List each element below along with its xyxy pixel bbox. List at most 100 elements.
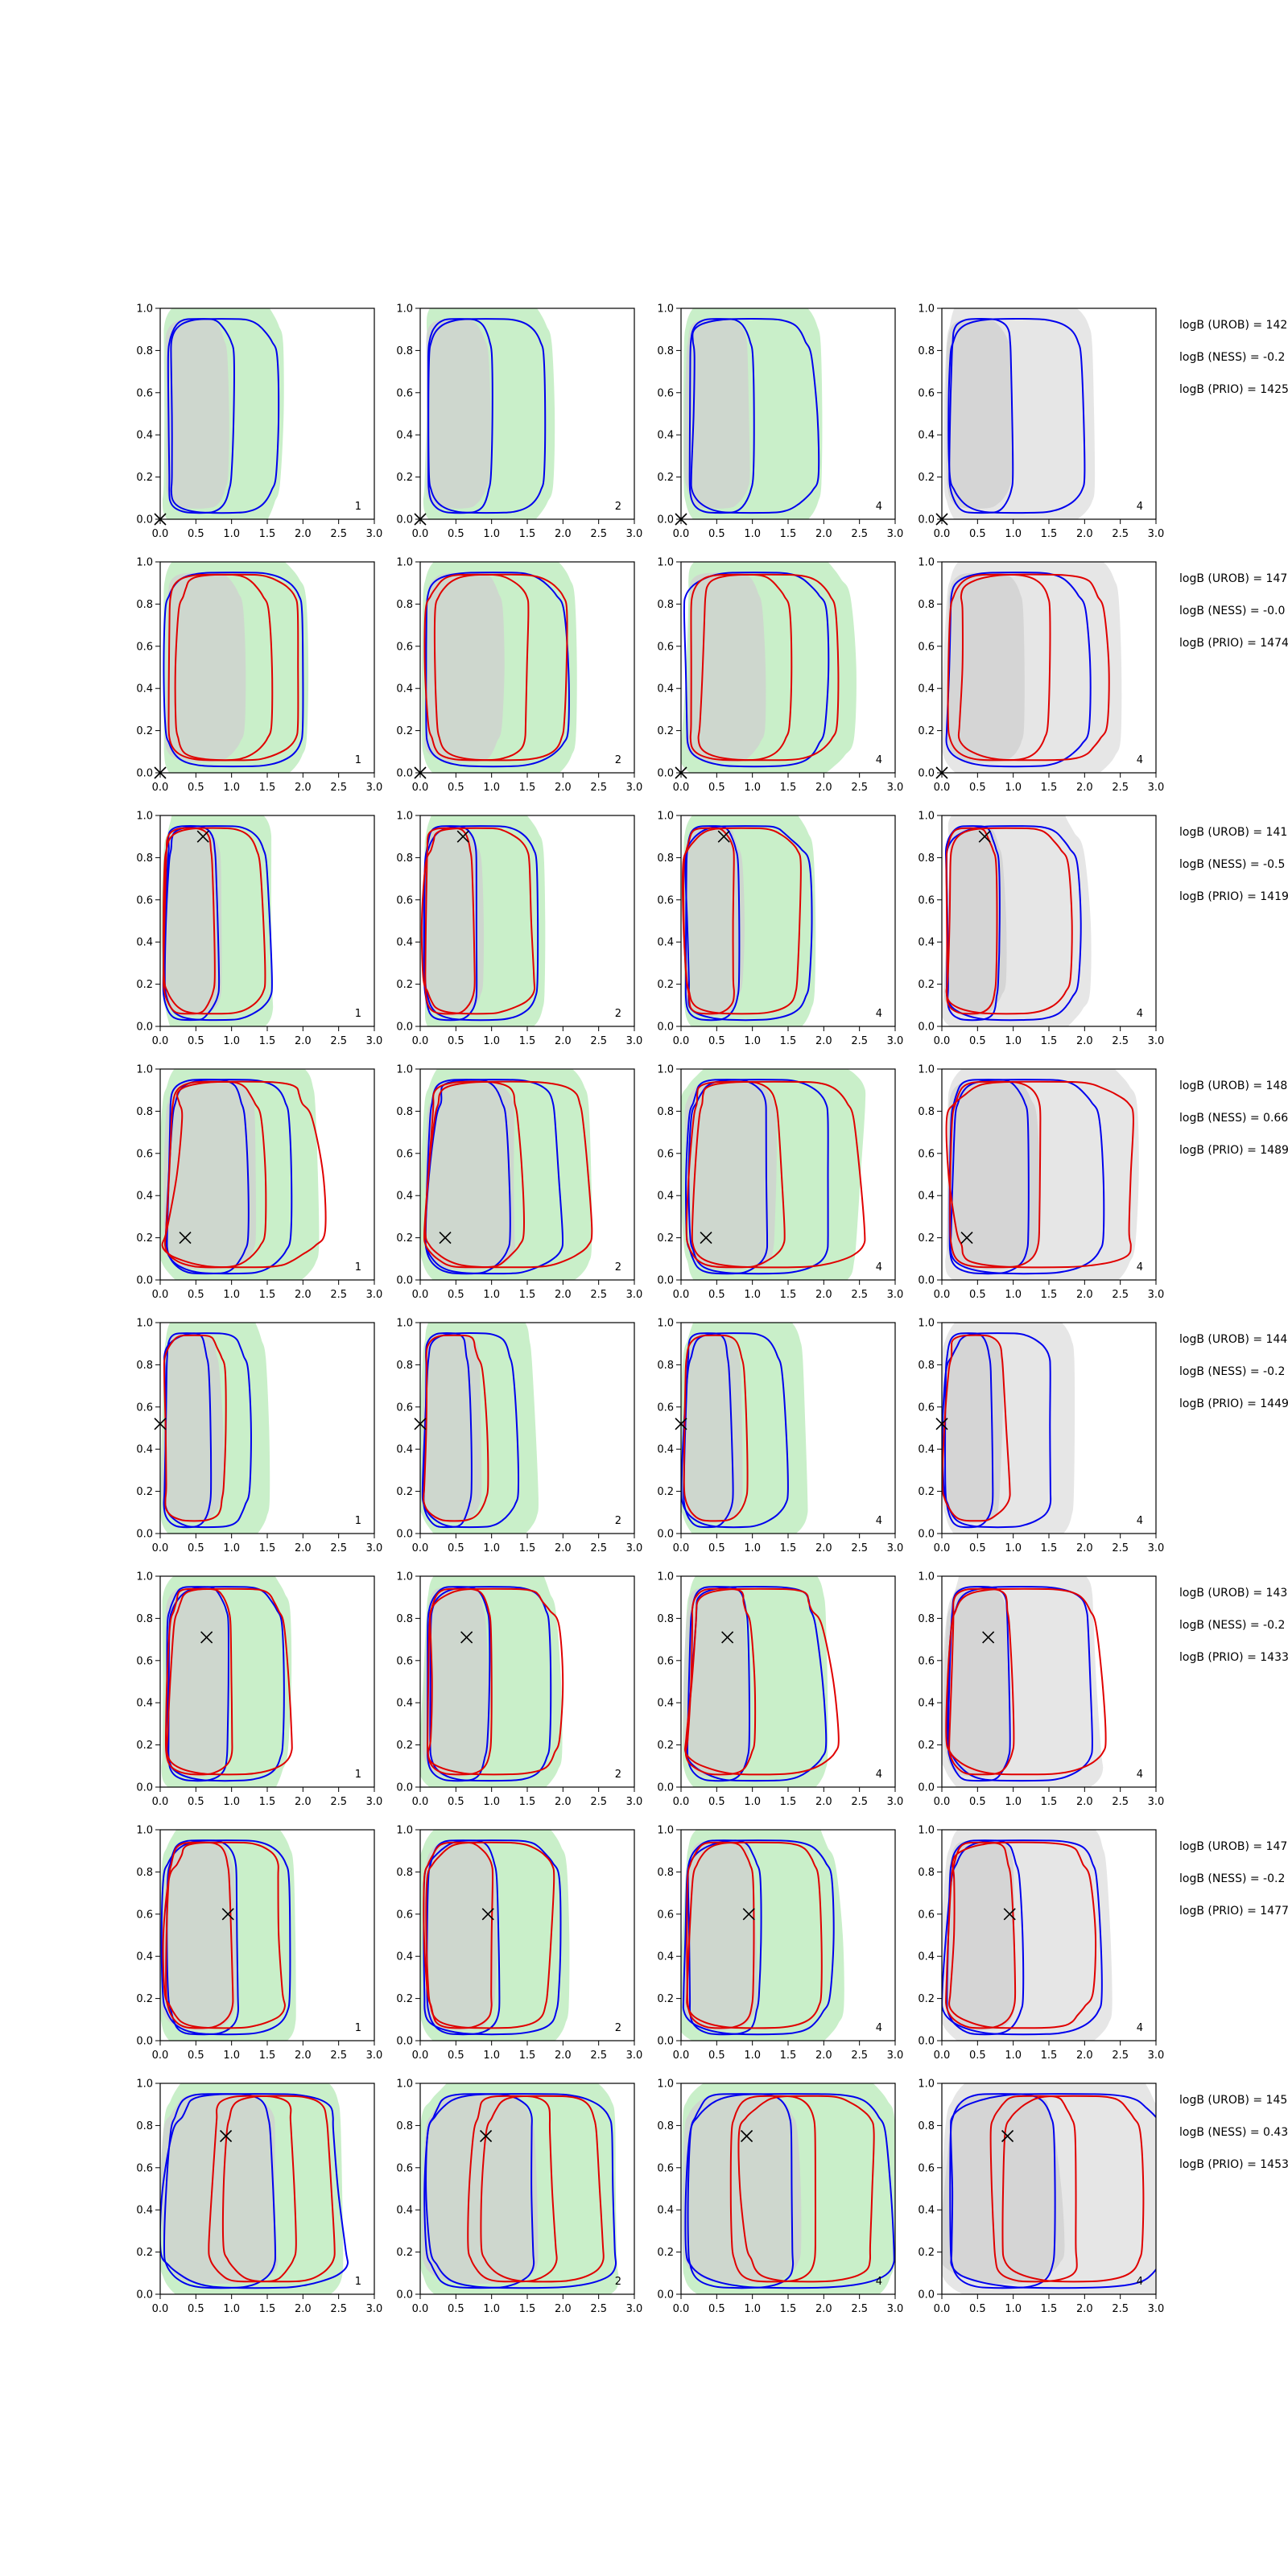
true-value-marker xyxy=(700,1232,712,1245)
x-tick-label: 3.0 xyxy=(1148,782,1165,794)
x-tick-label: 2.0 xyxy=(1076,1542,1093,1554)
red-contour xyxy=(425,1841,555,2029)
x-tick-label: 2.0 xyxy=(555,782,572,794)
y-tick-label: 0.6 xyxy=(918,1402,935,1414)
y-tick-label: 0.2 xyxy=(657,1740,674,1752)
x-tick-label: 1.0 xyxy=(744,528,761,540)
x-tick-label: 0.0 xyxy=(412,1289,429,1301)
y-tick-label: 0.6 xyxy=(657,894,674,906)
panel-label: 4 xyxy=(876,1769,882,1781)
x-tick-label: 2.0 xyxy=(1076,2303,1093,2315)
panel-label: 4 xyxy=(876,2276,882,2288)
x-tick-label: 3.0 xyxy=(1148,2303,1165,2315)
blue-contour xyxy=(683,572,830,768)
panel-row4-col2: 0.0 0.5 1.0 1.5 2.0 2.5 3.0 0.0 0.2 0.4 0.6 0.8 1.0 2 xyxy=(396,1064,642,1302)
x-tick-label: 2.5 xyxy=(330,528,347,540)
y-tick-label: 1.0 xyxy=(657,1825,674,1837)
core-region-fill xyxy=(424,826,485,1016)
red-contour xyxy=(942,1334,1011,1522)
y-tick-label: 1.0 xyxy=(396,1318,413,1330)
x-tick-label: 2.0 xyxy=(555,1796,572,1808)
y-tick-label: 1.0 xyxy=(918,1571,935,1583)
true-value-marker xyxy=(978,830,991,843)
x-tick-label: 3.0 xyxy=(1148,1035,1165,1047)
x-tick-label: 0.5 xyxy=(708,782,725,794)
y-tick-label: 0.4 xyxy=(136,937,153,949)
core-region-fill xyxy=(423,572,505,762)
x-tick-label: 1.0 xyxy=(223,1796,240,1808)
red-contour xyxy=(420,827,536,1015)
x-tick-label: 0.0 xyxy=(412,528,429,540)
x-tick-label: 2.5 xyxy=(1112,2303,1129,2315)
y-tick-label: 0.2 xyxy=(136,1993,153,2005)
panel-label: 1 xyxy=(355,2276,361,2288)
x-tick-label: 1.5 xyxy=(259,528,276,540)
y-tick-label: 0.6 xyxy=(396,894,413,906)
x-tick-label: 2.0 xyxy=(295,1035,312,1047)
x-tick-label: 1.0 xyxy=(744,2050,761,2062)
y-tick-label: 0.4 xyxy=(136,430,153,442)
y-tick-label: 0.2 xyxy=(918,725,935,737)
red-contour xyxy=(174,573,299,762)
x-tick-label: 1.0 xyxy=(483,1796,500,1808)
y-tick-label: 0.6 xyxy=(918,387,935,399)
blue-contour xyxy=(686,1586,750,1782)
logb-value: logB (NESS) = -0.2 xyxy=(1179,1872,1285,1885)
y-tick-label: 0.2 xyxy=(136,979,153,991)
x-tick-label: 1.5 xyxy=(1041,2303,1058,2315)
x-tick-label: 2.5 xyxy=(851,1035,868,1047)
x-tick-label: 3.0 xyxy=(626,1035,643,1047)
y-tick-label: 0.4 xyxy=(918,1191,935,1203)
panel-label: 2 xyxy=(615,501,621,513)
x-tick-label: 2.0 xyxy=(815,1035,832,1047)
x-tick-label: 2.5 xyxy=(330,1796,347,1808)
y-tick-label: 0.0 xyxy=(396,1022,413,1034)
y-tick-label: 1.0 xyxy=(396,1825,413,1837)
y-tick-label: 0.0 xyxy=(136,514,153,526)
x-tick-label: 0.0 xyxy=(673,2303,690,2315)
core-region-fill xyxy=(161,1840,237,2030)
x-tick-label: 0.0 xyxy=(934,1035,951,1047)
y-tick-label: 1.0 xyxy=(918,303,935,316)
x-tick-label: 0.5 xyxy=(188,1796,204,1808)
logb-value: logB (NESS) = -0.2 xyxy=(1179,351,1285,364)
y-tick-label: 0.0 xyxy=(136,768,153,780)
panel-row5-col1: 0.0 0.5 1.0 1.5 2.0 2.5 3.0 0.0 0.2 0.4 0.6 0.8 1.0 1 xyxy=(136,1318,382,1555)
y-tick-label: 0.2 xyxy=(136,1232,153,1245)
y-tick-label: 1.0 xyxy=(136,811,153,823)
red-contour xyxy=(945,827,1073,1015)
blue-contour xyxy=(425,572,570,768)
y-tick-label: 0.8 xyxy=(657,599,674,611)
y-tick-label: 0.4 xyxy=(396,2205,413,2217)
x-tick-label: 3.0 xyxy=(366,1289,383,1301)
y-tick-label: 0.0 xyxy=(136,1275,153,1287)
logb-value: logB (UROB) = 143 xyxy=(1179,1587,1287,1600)
y-tick-label: 0.8 xyxy=(136,345,153,357)
logb-text-row1: logB (UROB) = 142 logB (NESS) = -0.2 logB … xyxy=(1179,319,1288,396)
red-contour xyxy=(467,2095,558,2283)
y-tick-label: 0.4 xyxy=(396,683,413,696)
y-tick-label: 0.6 xyxy=(396,2162,413,2174)
logb-value: logB (PRIO) = 1425 xyxy=(1179,383,1288,396)
y-tick-label: 1.0 xyxy=(396,557,413,569)
y-tick-label: 0.2 xyxy=(657,979,674,991)
red-contour xyxy=(682,827,802,1015)
red-contour xyxy=(683,1587,840,1776)
x-tick-label: 1.0 xyxy=(744,1035,761,1047)
x-tick-label: 1.0 xyxy=(483,782,500,794)
y-tick-label: 0.2 xyxy=(918,1486,935,1498)
y-tick-label: 1.0 xyxy=(396,1064,413,1076)
y-tick-label: 0.4 xyxy=(136,2205,153,2217)
y-tick-label: 1.0 xyxy=(136,1064,153,1076)
y-tick-label: 1.0 xyxy=(657,1064,674,1076)
x-tick-label: 2.5 xyxy=(590,528,607,540)
x-tick-label: 2.5 xyxy=(1112,1035,1129,1047)
x-tick-label: 0.5 xyxy=(188,2050,204,2062)
x-tick-label: 1.5 xyxy=(780,1035,797,1047)
red-contour xyxy=(949,1080,1042,1269)
x-tick-label: 2.5 xyxy=(851,1542,868,1554)
x-tick-label: 2.0 xyxy=(555,528,572,540)
x-tick-label: 1.5 xyxy=(519,1289,536,1301)
x-tick-label: 0.0 xyxy=(152,528,169,540)
y-tick-label: 0.0 xyxy=(136,1022,153,1034)
